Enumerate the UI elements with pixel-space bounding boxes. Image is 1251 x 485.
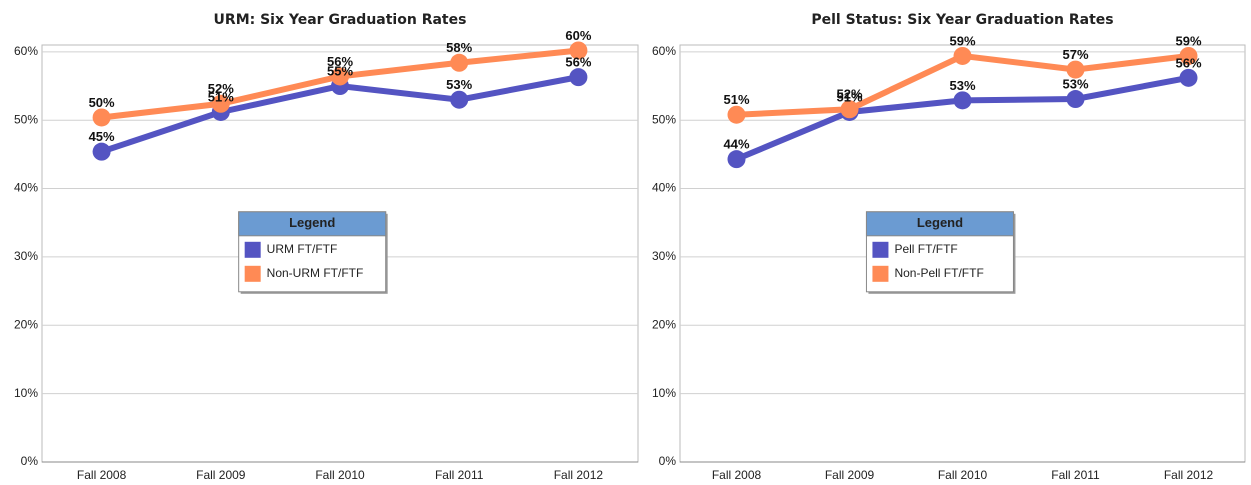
legend-label: Non-URM FT/FTF bbox=[267, 266, 364, 280]
y-tick-label: 20% bbox=[652, 317, 676, 331]
x-tick-label: Fall 2011 bbox=[435, 468, 484, 482]
y-tick-label: 50% bbox=[14, 112, 38, 126]
y-tick-label: 40% bbox=[14, 181, 38, 195]
data-label: 59% bbox=[949, 33, 975, 48]
data-label: 52% bbox=[208, 81, 234, 96]
y-tick-label: 10% bbox=[652, 386, 676, 400]
y-tick-label: 10% bbox=[14, 386, 38, 400]
data-label: 50% bbox=[89, 95, 115, 110]
chart-title: URM: Six Year Graduation Rates bbox=[214, 12, 467, 28]
data-label: 56% bbox=[1175, 55, 1201, 70]
legend-swatch bbox=[872, 265, 889, 282]
data-point bbox=[840, 100, 859, 119]
x-tick-label: Fall 2010 bbox=[315, 468, 365, 482]
data-point bbox=[569, 68, 588, 87]
legend-label: URM FT/FTF bbox=[267, 242, 338, 256]
x-tick-label: Fall 2008 bbox=[712, 468, 762, 482]
data-label: 52% bbox=[836, 87, 862, 102]
data-label: 56% bbox=[327, 54, 353, 69]
data-label: 51% bbox=[836, 89, 862, 104]
data-point bbox=[450, 53, 469, 72]
data-label: 51% bbox=[208, 89, 234, 104]
legend-header bbox=[238, 211, 387, 237]
y-tick-label: 60% bbox=[652, 44, 676, 58]
legend-title: Legend bbox=[917, 215, 963, 230]
data-point bbox=[569, 41, 588, 60]
y-tick-label: 0% bbox=[659, 454, 677, 468]
data-point bbox=[211, 94, 230, 113]
data-label: 44% bbox=[723, 137, 749, 152]
data-point bbox=[331, 67, 349, 86]
x-tick-label: Fall 2008 bbox=[77, 468, 127, 482]
y-tick-label: 60% bbox=[14, 44, 38, 58]
x-tick-label: Fall 2009 bbox=[825, 468, 875, 482]
y-tick-label: 40% bbox=[652, 181, 676, 195]
data-label: 51% bbox=[723, 92, 749, 107]
data-label: 53% bbox=[1062, 76, 1088, 91]
data-label: 45% bbox=[89, 129, 115, 144]
legend-swatch bbox=[244, 265, 261, 282]
x-tick-label: Fall 2011 bbox=[1051, 468, 1100, 482]
data-point bbox=[727, 105, 746, 124]
data-point bbox=[953, 91, 972, 110]
data-point bbox=[727, 150, 746, 169]
x-tick-label: Fall 2009 bbox=[196, 468, 246, 482]
x-tick-label: Fall 2010 bbox=[938, 468, 988, 482]
data-label: 58% bbox=[446, 40, 472, 55]
legend-header bbox=[865, 211, 1014, 237]
data-point bbox=[953, 46, 972, 65]
data-point bbox=[1179, 46, 1198, 65]
data-label: 60% bbox=[565, 28, 591, 43]
x-tick-label: Fall 2012 bbox=[554, 468, 604, 482]
data-label: 56% bbox=[565, 55, 591, 70]
legend-label: Non-Pell FT/FTF bbox=[894, 266, 983, 280]
legend-swatch bbox=[244, 241, 261, 258]
data-label: 55% bbox=[327, 63, 353, 78]
legend-label: Pell FT/FTF bbox=[894, 242, 957, 256]
data-point bbox=[92, 142, 111, 161]
data-point bbox=[92, 108, 111, 127]
y-tick-label: 30% bbox=[652, 249, 676, 263]
data-label: 59% bbox=[1175, 33, 1201, 48]
data-point bbox=[1066, 90, 1085, 109]
y-tick-label: 50% bbox=[652, 112, 676, 126]
chart-title: Pell Status: Six Year Graduation Rates bbox=[811, 12, 1113, 28]
legend-title: Legend bbox=[289, 215, 335, 230]
data-label: 53% bbox=[446, 77, 472, 92]
y-tick-label: 30% bbox=[14, 249, 38, 263]
data-point bbox=[450, 90, 469, 109]
x-tick-label: Fall 2012 bbox=[1164, 468, 1214, 482]
y-tick-label: 0% bbox=[21, 454, 39, 468]
data-point bbox=[1179, 68, 1198, 87]
legend-swatch bbox=[872, 241, 889, 258]
y-tick-label: 20% bbox=[14, 317, 38, 331]
data-point bbox=[1066, 60, 1085, 79]
data-label: 57% bbox=[1062, 47, 1088, 62]
data-label: 53% bbox=[949, 78, 975, 93]
